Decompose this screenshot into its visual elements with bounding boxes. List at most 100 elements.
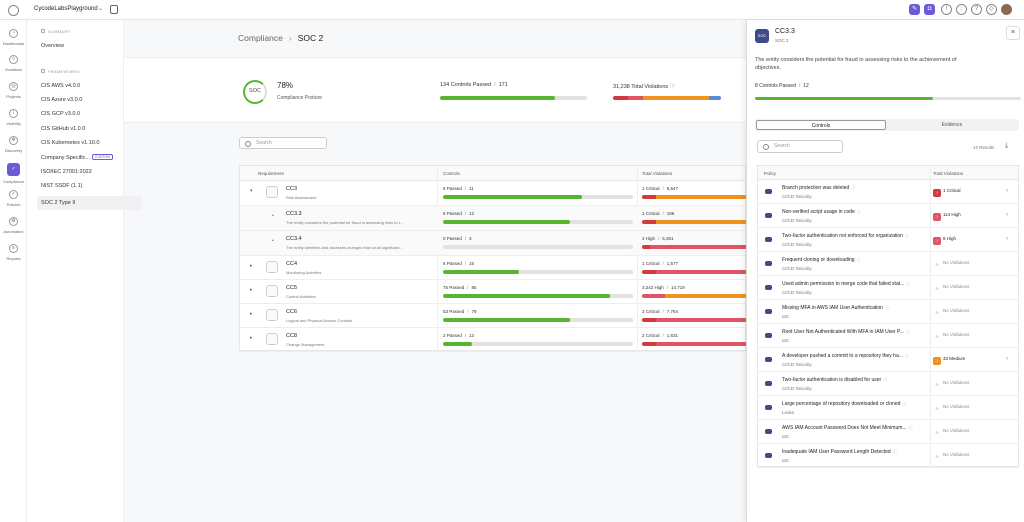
message-icon[interactable]: ◌	[956, 4, 967, 15]
col-controls[interactable]: Controls	[443, 171, 460, 176]
nav-framework-item[interactable]: Company Specific... CUSTOM	[41, 154, 114, 161]
chevron-right-icon[interactable]: ›	[1006, 212, 1008, 218]
chevron-right-icon[interactable]: ›	[1006, 356, 1008, 362]
info-icon: ⓘ	[892, 449, 897, 454]
panel-search-input[interactable]: Search	[757, 140, 843, 153]
chevron-right-icon[interactable]: ›	[1006, 236, 1008, 242]
violations-count: 3 Critical/7,764	[642, 309, 679, 314]
table-row[interactable]: ▸ CC8 Change Management 2 Passed/13 2 Critic…	[240, 328, 747, 352]
nav-framework-item[interactable]: CIS Azure v3.0.0	[41, 97, 83, 103]
policy-type-icon	[765, 189, 772, 194]
table-row[interactable]: ▸ CC5 Control Activities 75 Passed/85 3,242 …	[240, 280, 747, 304]
nav-framework-item[interactable]: ISO/IEC 27001:2022	[41, 169, 92, 175]
table-row[interactable]: • CC3.4 The entity identifies and assesses…	[240, 231, 747, 256]
col-policy[interactable]: Policy	[764, 171, 777, 176]
table-row[interactable]: ▸ CC4 Monitoring Activities 6 Passed/15 1 Cr…	[240, 256, 747, 280]
chat-icon[interactable]: ◘	[924, 4, 935, 15]
rail-item-compliance[interactable]: ✓ Compliance	[0, 163, 27, 184]
org-name[interactable]: CycodeLabsPlayground	[34, 6, 98, 12]
violations-count: 1 Critical/5,547	[642, 186, 679, 191]
rail-item-automation[interactable]: ⚙ Automation	[0, 217, 27, 234]
policy-row[interactable]: Two-factor authentication not enforced f…	[758, 228, 1018, 252]
close-button[interactable]: ×	[1006, 26, 1020, 40]
bell-icon[interactable]: ◇	[986, 4, 997, 15]
rail-label: Reports	[6, 256, 21, 261]
help-icon[interactable]: ?	[971, 4, 982, 15]
chevron-right-icon[interactable]: ▸	[250, 311, 253, 317]
posture-percent: 78%	[277, 81, 294, 90]
no-violations-icon: ⊘	[935, 262, 939, 267]
requirement-code: CC3	[286, 186, 298, 192]
policy-row[interactable]: Branch protection was deleted ⓘ CI/CD Secu…	[758, 180, 1018, 204]
controls-passed: 75 Passed/85	[443, 285, 477, 290]
policy-row[interactable]: Two-factor authentication is disabled fo…	[758, 372, 1018, 396]
summary-section: SUMMARY	[41, 29, 70, 34]
rail-label: Dashboards	[2, 41, 25, 46]
controls-passed: 0 Passed/3	[443, 236, 472, 241]
chevron-right-icon[interactable]: ▸	[250, 287, 253, 293]
rail-item-reports[interactable]: ≡ Reports	[0, 244, 27, 261]
policy-row[interactable]: Non-verified script usage in code ⓘ CI/CD …	[758, 204, 1018, 228]
policy-row[interactable]: Inadequate IAM User Password Length Dete…	[758, 444, 1018, 468]
policy-category: IaC	[782, 314, 790, 319]
requirement-icon	[266, 333, 278, 345]
sidebar-toggle-icon[interactable]	[110, 5, 118, 14]
rail-item-violations[interactable]: ◊ Violations	[0, 55, 27, 72]
rail-item-visibility[interactable]: ⁞ Visibility	[0, 109, 27, 126]
chevron-right-icon[interactable]: ›	[1006, 188, 1008, 194]
breadcrumb-separator: ›	[288, 33, 292, 43]
nav-framework-item[interactable]: CIS AWS v4.0.0	[41, 83, 81, 89]
policy-name: Two-factor authentication is disabled fo…	[782, 377, 888, 383]
violation-status: ⊘ No Violations	[933, 284, 969, 293]
nav-framework-item[interactable]: CIS Kubernetes v1.10.0	[41, 140, 100, 146]
rail-item-dashboards[interactable]: ◔ Dashboards	[0, 29, 27, 46]
nav-framework-item[interactable]: NIST SSDF (1.1)	[41, 183, 83, 189]
col-violations[interactable]: Total Violations	[642, 171, 673, 176]
policy-row[interactable]: A developer pushed a commit to a reposit…	[758, 348, 1018, 372]
policy-type-icon	[765, 405, 772, 410]
settings-logo-icon[interactable]	[8, 5, 19, 16]
chevron-right-icon[interactable]: ▸	[250, 335, 253, 341]
nav-framework-item[interactable]: CIS GitHub v1.0.0	[41, 126, 86, 132]
policy-type-icon	[765, 357, 772, 362]
requirement-code: CC4	[286, 261, 298, 267]
reports-icon: ≡	[9, 244, 18, 253]
chevron-down-icon[interactable]: ⌄	[98, 6, 104, 12]
edit-icon[interactable]: ✎	[909, 4, 920, 15]
policy-row[interactable]: AWS IAM Account Password Does Not Meet M…	[758, 420, 1018, 444]
table-row[interactable]: • CC3.3 The entity considers the potential…	[240, 206, 747, 231]
violation-status: ⊘ No Violations	[933, 452, 969, 461]
chevron-right-icon[interactable]: ▸	[250, 263, 253, 269]
rail-item-discovery[interactable]: ✲ Discovery	[0, 136, 27, 153]
frameworks-section: FRAMEWORKS	[41, 69, 80, 74]
policy-row[interactable]: Large percentage of repository downloade…	[758, 396, 1018, 420]
download-icon[interactable]: ⤓	[1005, 142, 1009, 149]
policy-row[interactable]: Frequent cloning or downloading ⓘ CI/CD Se…	[758, 252, 1018, 276]
col-requirement[interactable]: Requirement	[258, 171, 284, 176]
avatar[interactable]	[1001, 4, 1012, 15]
policy-row[interactable]: Missing MFA in AWS IAM User Authenticati…	[758, 300, 1018, 324]
controls-bar	[443, 245, 633, 249]
tab-controls[interactable]: Controls	[756, 120, 886, 130]
table-row[interactable]: ▸ CC6 Logical and Physical Access Controls…	[240, 304, 747, 328]
policy-row[interactable]: Root User Not Authenticated With MFA in …	[758, 324, 1018, 348]
rail-item-projects[interactable]: ◎ Projects	[0, 82, 27, 99]
controls-passed: 8 Passed/12	[443, 211, 475, 216]
search-input[interactable]: Search	[239, 137, 327, 149]
col-total-violations[interactable]: Total Violations	[933, 171, 964, 176]
requirement-icon	[266, 261, 278, 273]
nav-framework-item[interactable]: SOC 2 Type II	[37, 196, 142, 210]
nav-framework-item[interactable]: CIS GCP v3.0.0	[41, 111, 81, 117]
tab-evidence[interactable]: Evidence	[941, 122, 963, 128]
table-row[interactable]: ▾ CC3 Risk Assessment 8 Passed/11 1 Critical…	[240, 181, 747, 206]
requirement-code: CC8	[286, 333, 298, 339]
breadcrumb-compliance[interactable]: Compliance	[238, 33, 283, 43]
policy-row[interactable]: Used admin permission to merge code that…	[758, 276, 1018, 300]
info-icon: ⓘ	[908, 425, 913, 430]
rail-label: Violations	[4, 67, 23, 72]
rail-item-policies[interactable]: ✓ Policies	[0, 190, 27, 207]
violation-status: ⊘ No Violations	[933, 308, 969, 317]
nav-overview[interactable]: Overview	[41, 43, 64, 49]
alert-icon[interactable]: !	[941, 4, 952, 15]
chevron-down-icon[interactable]: ▾	[250, 188, 253, 194]
